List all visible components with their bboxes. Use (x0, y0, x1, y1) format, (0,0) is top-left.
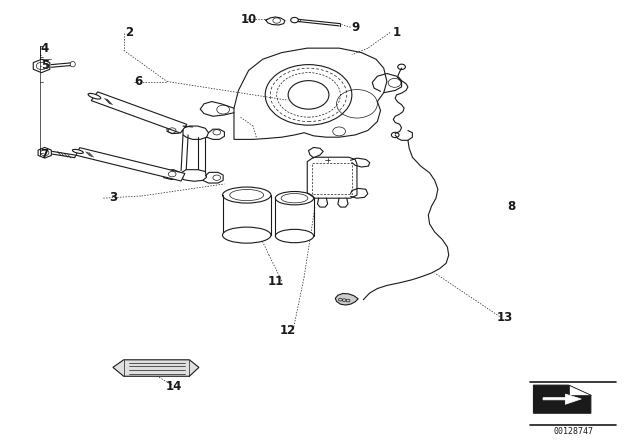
Polygon shape (33, 59, 50, 73)
Ellipse shape (70, 61, 76, 67)
Text: 7: 7 (41, 148, 49, 161)
Text: 00128747: 00128747 (554, 426, 593, 435)
Text: 14: 14 (165, 380, 182, 393)
Text: 8: 8 (507, 200, 515, 213)
Text: 6: 6 (134, 75, 143, 88)
Polygon shape (76, 148, 185, 181)
Polygon shape (307, 157, 357, 198)
Polygon shape (38, 147, 51, 158)
Polygon shape (181, 170, 207, 181)
Polygon shape (335, 293, 358, 305)
Ellipse shape (72, 150, 83, 154)
Text: 12: 12 (280, 324, 296, 337)
Text: 2: 2 (125, 26, 133, 39)
Ellipse shape (223, 227, 271, 243)
Text: 10: 10 (241, 13, 257, 26)
Polygon shape (568, 385, 591, 396)
Polygon shape (543, 394, 581, 404)
Polygon shape (294, 19, 300, 22)
Polygon shape (534, 385, 591, 413)
Polygon shape (183, 126, 209, 139)
Ellipse shape (275, 229, 314, 243)
Text: 5: 5 (40, 60, 49, 73)
Polygon shape (113, 360, 199, 376)
Text: 9: 9 (351, 21, 359, 34)
Polygon shape (91, 92, 187, 133)
Text: 4: 4 (40, 42, 49, 55)
Text: 1: 1 (392, 26, 401, 39)
Ellipse shape (88, 93, 100, 99)
Text: 13: 13 (497, 311, 513, 324)
Circle shape (291, 17, 298, 23)
Text: 3: 3 (109, 191, 117, 204)
Polygon shape (234, 48, 387, 139)
Text: 11: 11 (268, 276, 284, 289)
